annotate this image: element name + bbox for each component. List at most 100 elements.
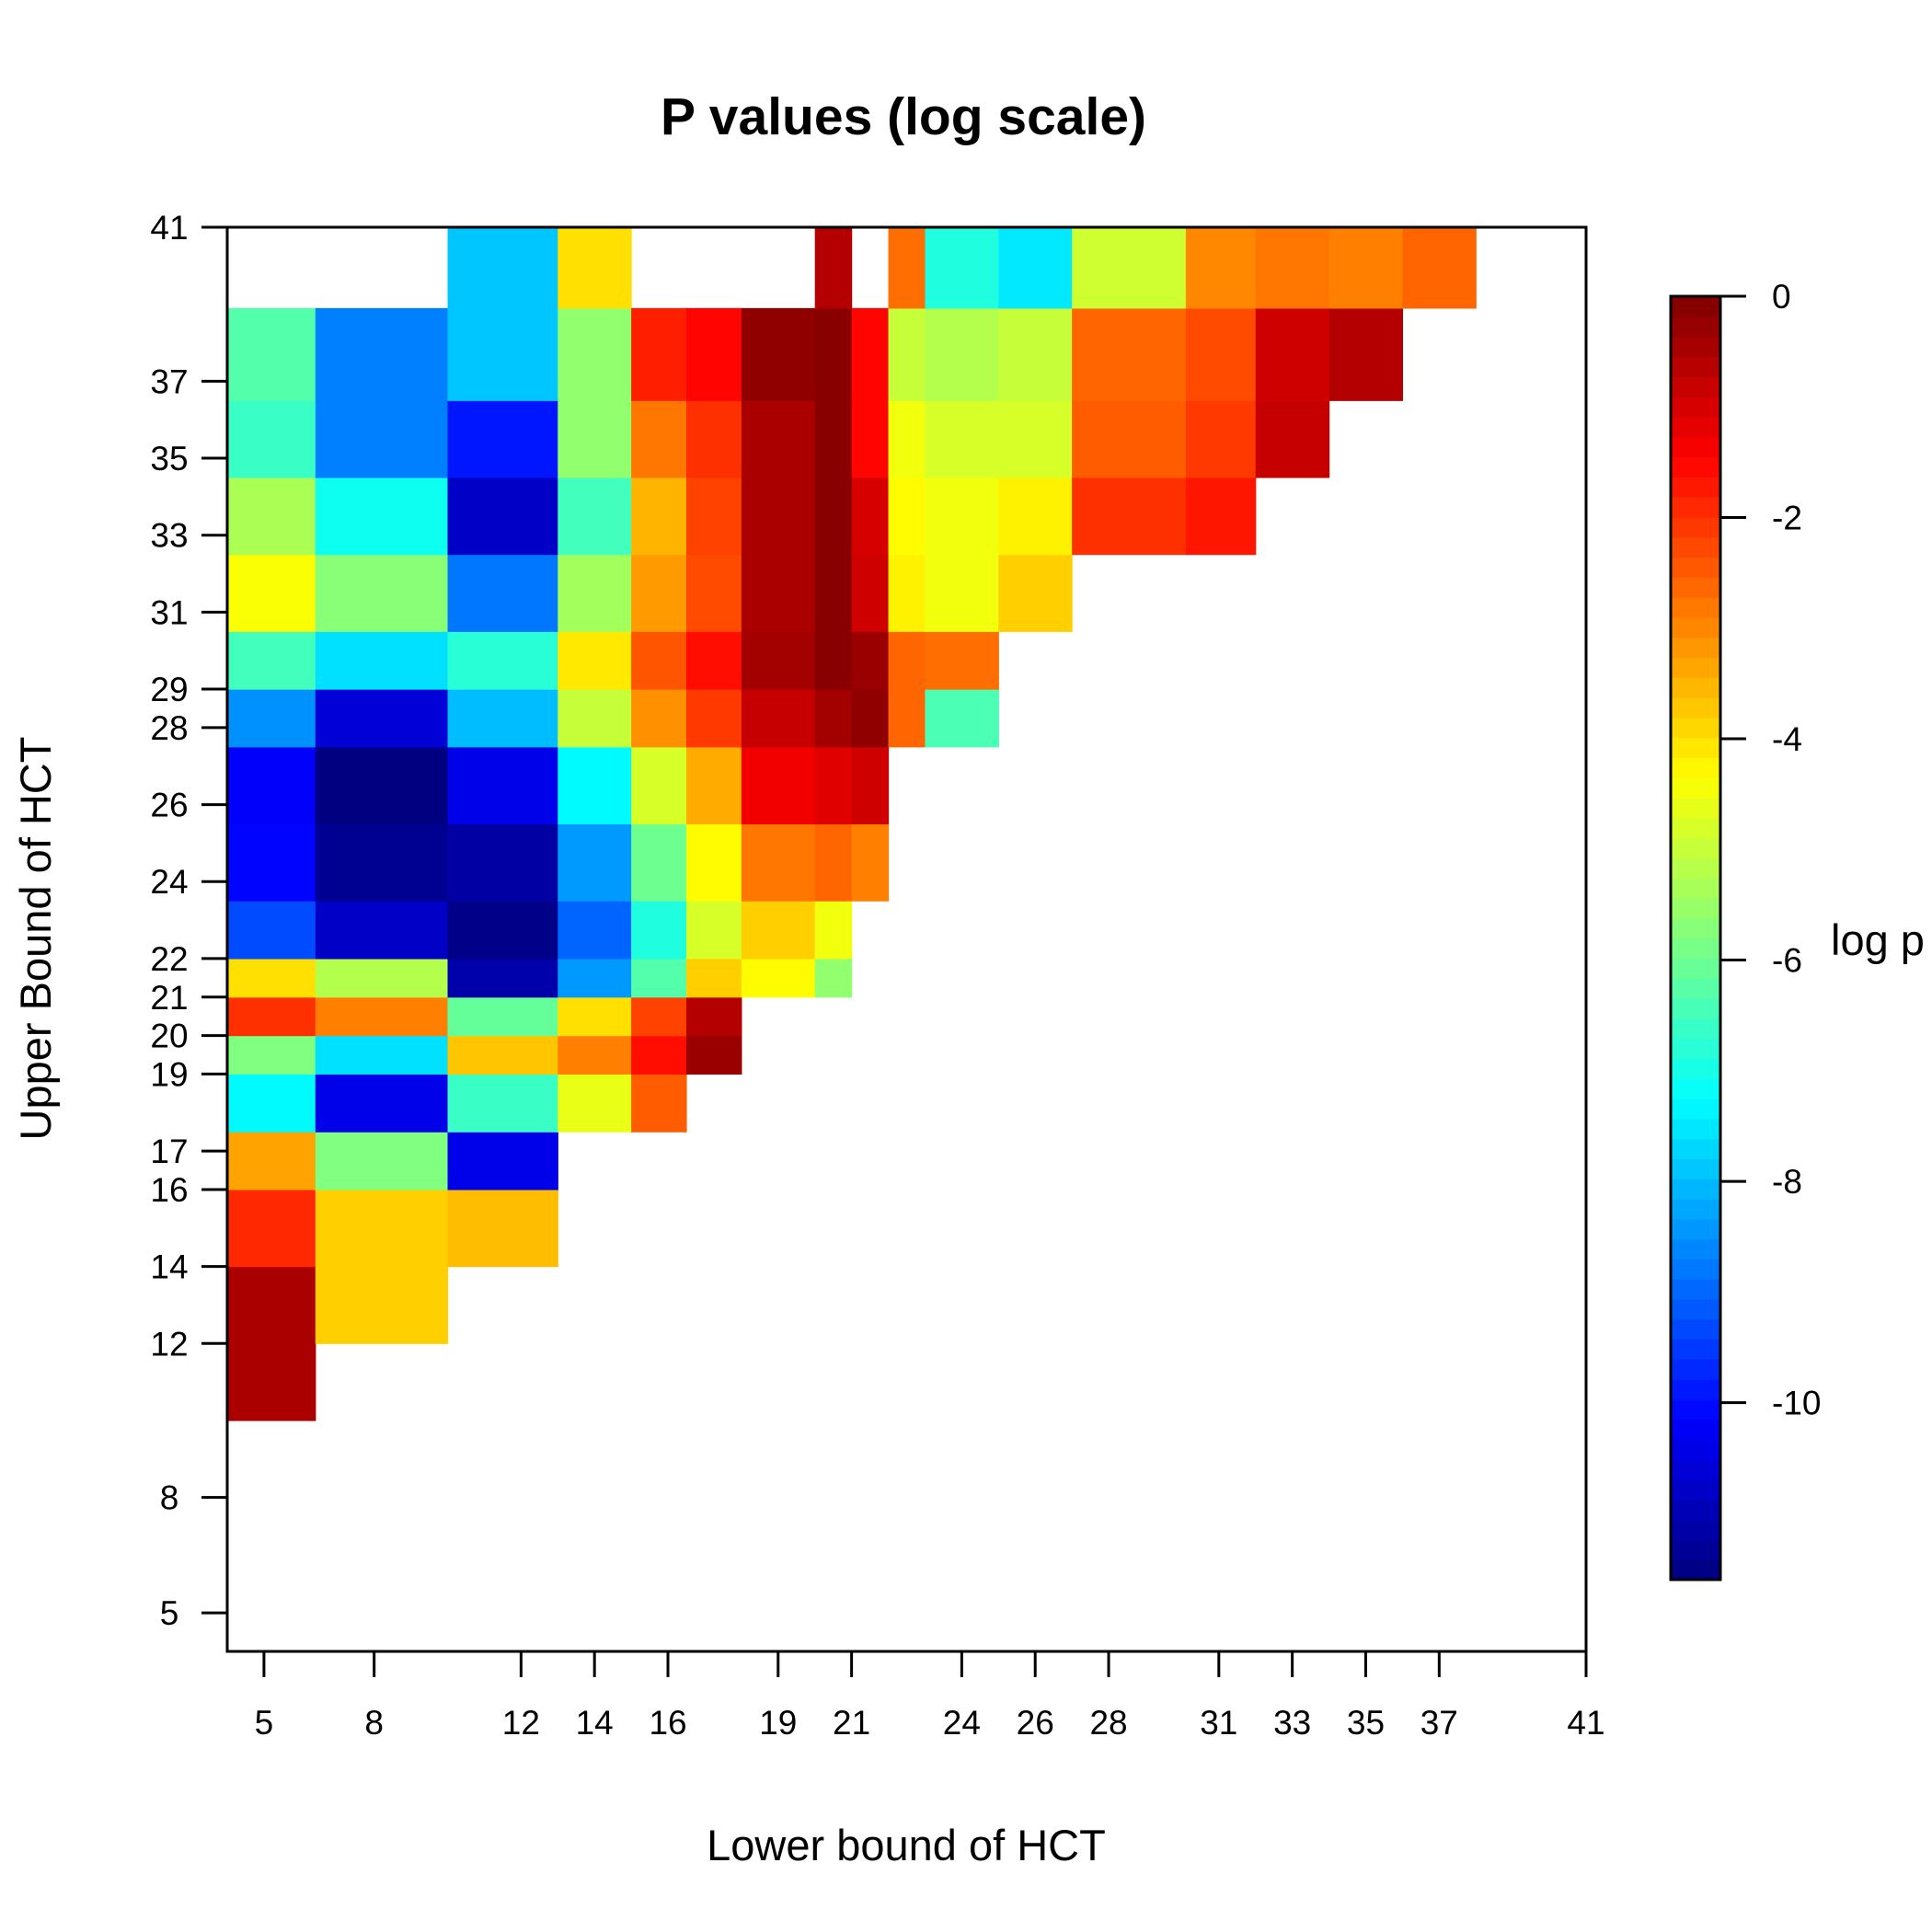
heatmap-cell	[1185, 307, 1257, 401]
heatmap-cell	[447, 958, 558, 998]
x-tick-label: 26	[1017, 1704, 1054, 1742]
heatmap-cell	[631, 958, 687, 998]
colorbar-swatch	[1671, 1298, 1720, 1320]
heatmap-cell	[851, 477, 890, 556]
heatmap-cell	[814, 227, 853, 309]
heatmap-cell	[447, 477, 558, 556]
heatmap-cell	[814, 823, 853, 902]
colorbar-label: log p	[1831, 915, 1925, 964]
heatmap-cell	[227, 1132, 316, 1190]
heatmap-cell	[814, 477, 853, 556]
y-tick-label: 20	[150, 1018, 188, 1055]
heatmap-cell	[227, 477, 316, 556]
colorbar-swatch	[1671, 657, 1720, 678]
heatmap-cell	[447, 689, 558, 748]
heatmap-cell	[558, 996, 632, 1037]
heatmap-cell	[315, 400, 449, 478]
heatmap-cell	[631, 477, 687, 556]
heatmap-cell	[631, 823, 687, 902]
heatmap-cell	[631, 554, 687, 632]
heatmap-cell	[741, 307, 816, 401]
colorbar-swatch	[1671, 717, 1720, 739]
heatmap-cell	[685, 631, 742, 690]
y-tick-label: 17	[150, 1133, 188, 1170]
heatmap-cell	[558, 400, 632, 478]
colorbar-swatch	[1671, 777, 1720, 799]
heatmap-cell	[631, 631, 687, 690]
y-tick-label: 14	[150, 1248, 188, 1286]
heatmap-cell	[315, 1266, 449, 1344]
heatmap-cell	[1402, 227, 1477, 309]
heatmap-cell	[741, 554, 816, 632]
heatmap-cell	[741, 400, 816, 478]
heatmap-cell	[227, 307, 316, 401]
heatmap-cell	[888, 477, 926, 556]
colorbar-swatch	[1671, 1058, 1720, 1079]
heatmap-cell	[1185, 227, 1257, 309]
y-tick-label: 19	[150, 1055, 188, 1093]
heatmap-cell	[558, 901, 632, 960]
x-tick-label: 12	[502, 1704, 540, 1742]
heatmap-cell	[558, 307, 632, 401]
heatmap-cell	[227, 901, 316, 960]
colorbar-swatch	[1671, 917, 1720, 939]
y-tick-label: 31	[150, 593, 188, 631]
colorbar-swatch	[1671, 937, 1720, 960]
colorbar-swatch	[1671, 637, 1720, 659]
colorbar-swatch	[1671, 857, 1720, 879]
x-tick-label: 37	[1420, 1704, 1458, 1742]
heatmap-cell	[227, 689, 316, 748]
heatmap-cell	[741, 958, 816, 998]
heatmap-cell	[685, 1035, 742, 1075]
heatmap-cell	[447, 400, 558, 478]
heatmap-cell	[315, 1189, 449, 1268]
colorbar-tick-label: -6	[1772, 942, 1802, 980]
heatmap-cell	[227, 1189, 316, 1268]
heatmap-cell	[925, 631, 999, 690]
colorbar-swatch	[1671, 436, 1720, 458]
heatmap-cell	[315, 1132, 449, 1190]
heatmap-cell	[631, 1074, 687, 1133]
colorbar-swatch	[1671, 557, 1720, 578]
heatmap-cell	[227, 996, 316, 1037]
colorbar-tick-label: -2	[1772, 500, 1802, 537]
heatmap-cell	[447, 1035, 558, 1075]
colorbar-swatch	[1671, 897, 1720, 919]
heatmap-cell	[685, 958, 742, 998]
y-tick-label: 24	[150, 863, 188, 901]
heatmap-cell	[741, 689, 816, 748]
colorbar-swatch	[1671, 1038, 1720, 1060]
y-tick-label: 33	[150, 517, 188, 555]
colorbar-swatch	[1671, 1519, 1720, 1541]
heatmap-cell	[558, 554, 632, 632]
heatmap-cell	[1255, 400, 1330, 478]
colorbar-swatch	[1671, 1479, 1720, 1501]
colorbar-swatch	[1671, 696, 1720, 719]
colorbar-swatch	[1671, 817, 1720, 839]
heatmap-cell	[851, 631, 890, 690]
heatmap-cell	[888, 689, 926, 748]
heatmap-cell	[447, 1189, 558, 1268]
heatmap-cell	[447, 307, 558, 401]
y-axis-label: Upper Bound of HCT	[11, 737, 60, 1141]
heatmap-cell	[315, 477, 449, 556]
heatmap-cell	[631, 689, 687, 748]
heatmap-cell	[888, 227, 926, 309]
colorbar-swatch	[1671, 958, 1720, 979]
colorbar-swatch	[1671, 1439, 1720, 1461]
colorbar-swatch	[1671, 596, 1720, 618]
colorbar-tick-label: -4	[1772, 720, 1802, 758]
x-tick-label: 19	[759, 1704, 797, 1742]
colorbar-tick-label: -10	[1772, 1385, 1821, 1422]
heatmap-cell	[925, 400, 999, 478]
heatmap-cell	[685, 554, 742, 632]
colorbar-swatch	[1671, 1198, 1720, 1220]
colorbar-swatch	[1671, 737, 1720, 759]
colorbar-swatch	[1671, 616, 1720, 638]
colorbar-swatch	[1671, 577, 1720, 598]
heatmap-cell	[685, 689, 742, 748]
y-tick-label: 8	[160, 1479, 179, 1517]
heatmap-cell	[741, 477, 816, 556]
heatmap-cell	[1072, 477, 1187, 556]
colorbar-swatch	[1671, 356, 1720, 377]
